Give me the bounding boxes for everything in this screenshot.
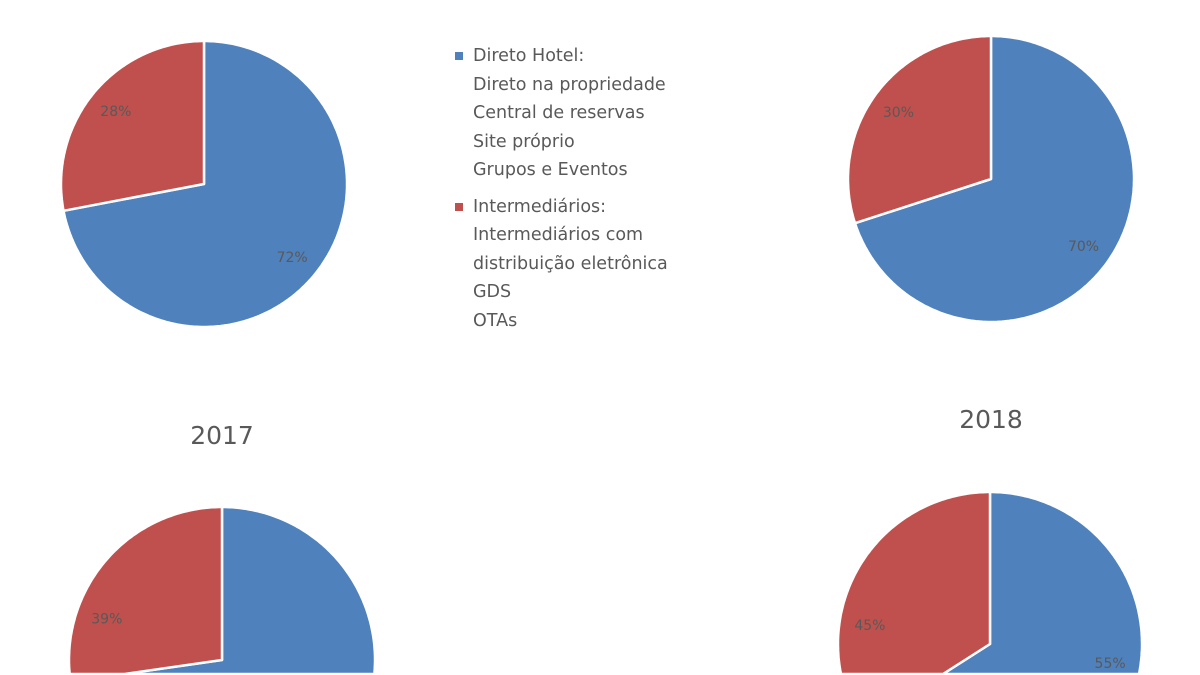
legend-item: Central de reservas xyxy=(473,103,645,123)
legend-item: Direto na propriedade xyxy=(473,74,666,95)
pie-slice-intermediarios xyxy=(67,505,224,675)
data-label: 70% xyxy=(1068,239,1099,255)
pie-slice-intermediarios xyxy=(836,490,992,675)
legend-swatch-direto xyxy=(455,52,463,61)
legend-group-intermediarios: Intermediários: Intermediários com distr… xyxy=(455,193,668,336)
pie-chart-2: 70% 30% xyxy=(846,34,1136,324)
legend-swatch-intermediarios xyxy=(455,202,463,211)
chart-title: 2017 xyxy=(190,421,254,450)
pie-slice-direto xyxy=(941,490,1144,675)
data-label: 28% xyxy=(100,104,131,120)
pie-slice-intermediarios xyxy=(846,34,993,225)
data-label: 45% xyxy=(854,618,885,634)
legend-group-direto: Direto Hotel: Direto na propriedade Cent… xyxy=(455,42,668,185)
pie-slice-direto xyxy=(123,505,377,675)
pie-chart-4: 55% 45% 2018 xyxy=(836,405,1144,675)
legend: Direto Hotel: Direto na propriedade Cent… xyxy=(455,42,668,343)
legend-item: distribuição eletrônica xyxy=(473,253,668,274)
data-label: 72% xyxy=(277,250,308,266)
legend-label: Intermediários: xyxy=(473,196,607,217)
legend-label: Direto Hotel: xyxy=(473,46,585,66)
legend-item: Grupos e Eventos xyxy=(473,160,628,180)
data-label: 55% xyxy=(1095,656,1126,672)
legend-item: Site próprio xyxy=(473,131,575,152)
legend-item: GDS xyxy=(473,282,512,302)
pie-chart-1: 72% 28% xyxy=(59,39,349,329)
data-label: 39% xyxy=(91,612,122,628)
pie-slice-direto xyxy=(853,34,1136,324)
data-label: 30% xyxy=(883,105,914,121)
legend-item: OTAs xyxy=(473,310,518,331)
legend-item: Intermediários com xyxy=(473,225,644,245)
chart-title: 2018 xyxy=(959,405,1023,434)
pie-slice-intermediarios xyxy=(59,39,206,213)
pie-chart-3: 39% 2017 xyxy=(67,421,377,675)
